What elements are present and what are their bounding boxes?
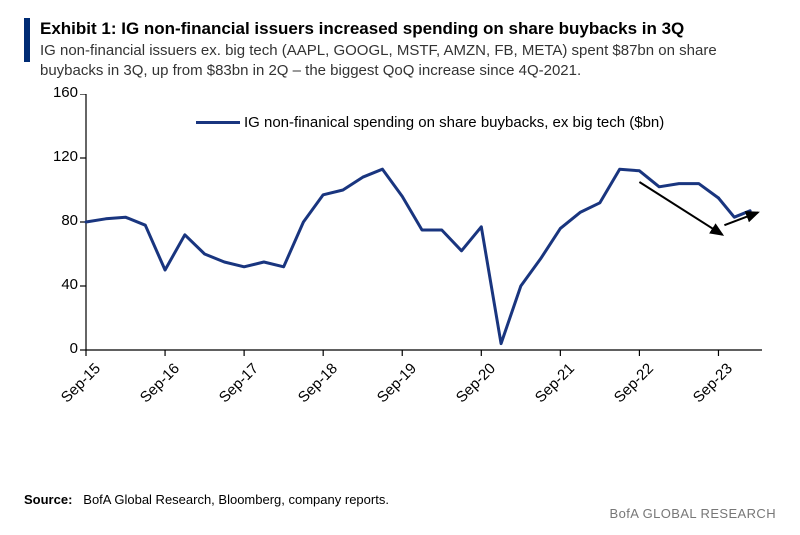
source-text: BofA Global Research, Bloomberg, company… xyxy=(83,492,389,507)
y-tick-label: 0 xyxy=(42,340,78,357)
exhibit-subtitle: IG non-financial issuers ex. big tech (A… xyxy=(40,41,776,80)
header: Exhibit 1: IG non-financial issuers incr… xyxy=(24,18,776,80)
legend-line-swatch xyxy=(196,121,240,124)
header-text: Exhibit 1: IG non-financial issuers incr… xyxy=(40,18,776,80)
y-tick-label: 160 xyxy=(42,84,78,101)
source-label: Source: xyxy=(24,492,72,507)
exhibit-title: Exhibit 1: IG non-financial issuers incr… xyxy=(40,18,776,39)
exhibit-container: Exhibit 1: IG non-financial issuers incr… xyxy=(0,0,800,535)
legend-label: IG non-finanical spending on share buyba… xyxy=(244,114,664,131)
line-chart xyxy=(24,94,776,384)
header-accent-bar xyxy=(24,18,30,62)
chart-area: IG non-finanical spending on share buyba… xyxy=(24,94,776,434)
y-tick-label: 80 xyxy=(42,212,78,229)
brand-mark: BofA GLOBAL RESEARCH xyxy=(610,506,776,521)
chart-legend: IG non-finanical spending on share buyba… xyxy=(196,114,664,131)
y-tick-label: 40 xyxy=(42,276,78,293)
y-tick-label: 120 xyxy=(42,148,78,165)
source-line: Source: BofA Global Research, Bloomberg,… xyxy=(24,492,776,507)
